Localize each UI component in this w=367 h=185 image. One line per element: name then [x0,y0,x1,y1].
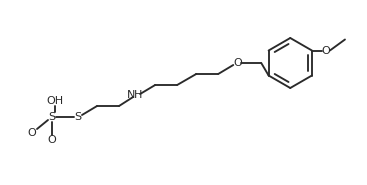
Text: O: O [321,46,330,56]
Text: S: S [75,112,81,122]
Text: O: O [28,128,36,138]
Text: O: O [48,135,57,145]
Text: OH: OH [47,96,63,106]
Text: N: N [127,90,135,100]
Text: S: S [48,112,55,122]
Text: O: O [233,58,241,68]
Text: H: H [134,90,142,100]
